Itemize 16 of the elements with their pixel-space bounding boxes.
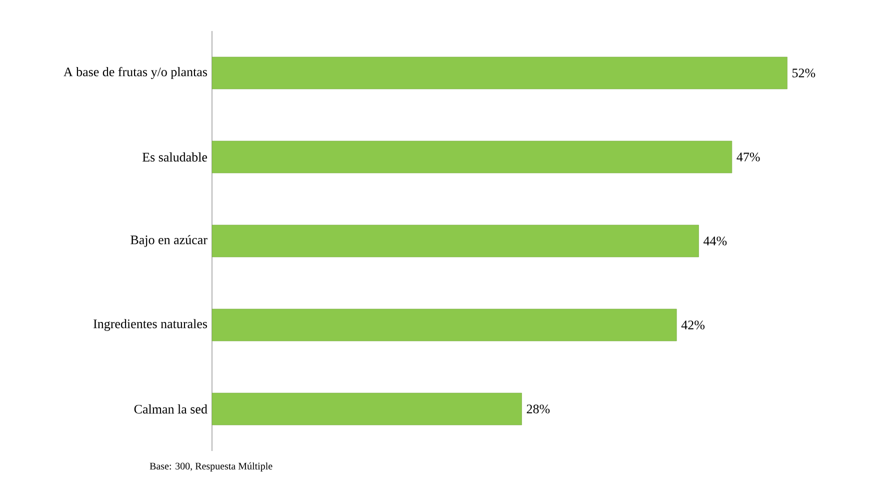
y-tick-label: Bajo en azúcar — [130, 235, 208, 247]
bar — [212, 392, 522, 426]
data-label: 44% — [704, 236, 727, 246]
y-tick-label: A base de frutas y/o plantas — [64, 67, 208, 79]
data-label: 28% — [526, 404, 550, 414]
data-label: 42% — [681, 320, 705, 330]
bar — [212, 308, 677, 342]
y-tick-label: Calman la sed — [134, 404, 208, 414]
y-tick-label: Ingredientes naturales — [94, 319, 208, 331]
bar — [212, 140, 732, 174]
bar — [212, 56, 788, 90]
data-label: 47% — [736, 152, 760, 162]
bar — [212, 224, 699, 258]
y-tick-label: Es saludable — [142, 152, 208, 162]
data-label: 52% — [792, 68, 816, 78]
text: Base: 300, Respuesta Múltiple — [150, 462, 272, 472]
